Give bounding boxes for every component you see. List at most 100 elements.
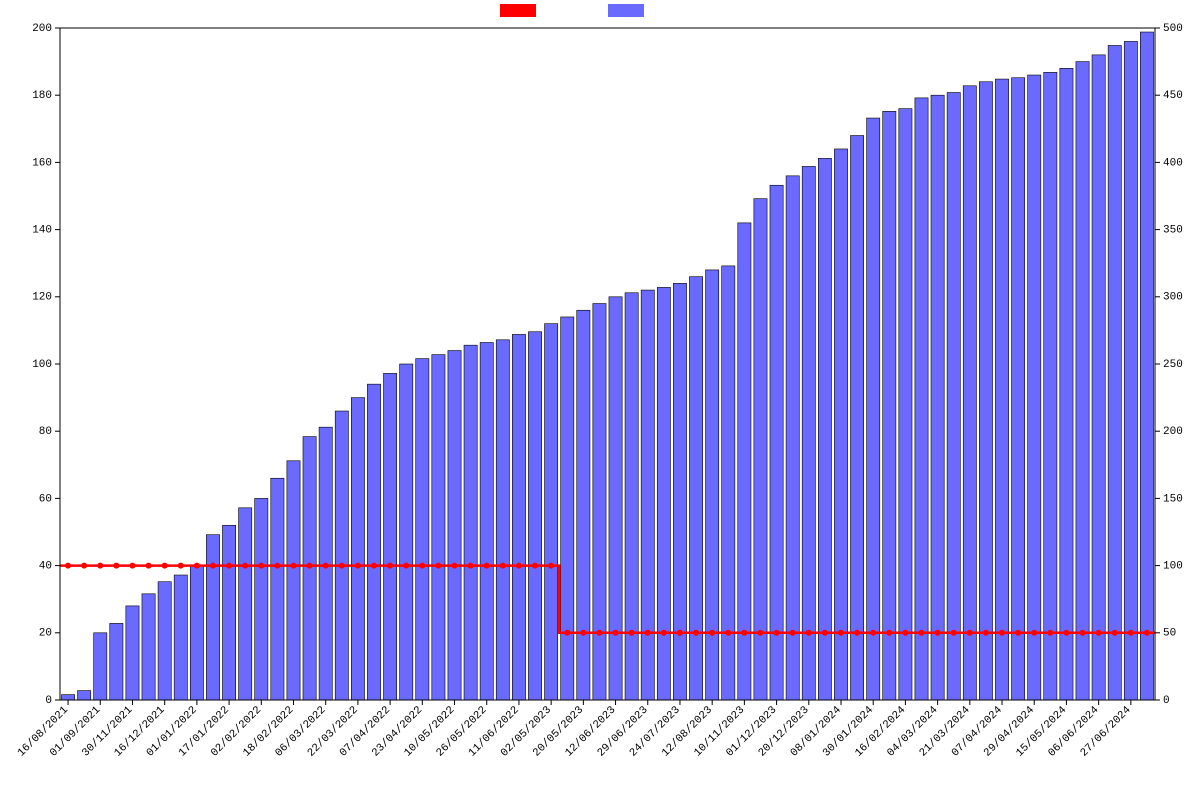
bar: [1012, 78, 1025, 700]
bar: [657, 287, 670, 700]
y-right-tick-label: 50: [1163, 628, 1176, 640]
y-right-tick-label: 100: [1163, 561, 1183, 573]
line-marker: [967, 630, 973, 636]
bar: [142, 594, 155, 700]
line-marker: [339, 563, 345, 569]
bar: [625, 293, 638, 700]
y-right-tick-label: 500: [1163, 23, 1183, 35]
line-marker: [113, 563, 119, 569]
bar: [947, 93, 960, 700]
bar: [1140, 32, 1153, 700]
line-marker: [1063, 630, 1069, 636]
y-right-tick-label: 250: [1163, 359, 1183, 371]
line-marker: [274, 563, 280, 569]
bar: [867, 118, 880, 700]
y-left-tick-label: 180: [32, 90, 52, 102]
line-marker: [484, 563, 490, 569]
y-left-tick-label: 120: [32, 292, 52, 304]
line-marker: [81, 563, 87, 569]
line-marker: [290, 563, 296, 569]
y-left-tick-label: 200: [32, 23, 52, 35]
y-right-tick-label: 300: [1163, 292, 1183, 304]
bar: [206, 535, 219, 700]
line-marker: [822, 630, 828, 636]
bar: [561, 317, 574, 700]
line-marker: [516, 563, 522, 569]
bar: [786, 176, 799, 700]
bar: [915, 98, 928, 700]
line-marker: [709, 630, 715, 636]
line-marker: [790, 630, 796, 636]
line-marker: [757, 630, 763, 636]
line-marker: [146, 563, 152, 569]
combo-chart: 0204060801001201401601802000501001502002…: [0, 0, 1200, 800]
bar: [222, 525, 235, 700]
bar: [673, 283, 686, 700]
line-marker: [919, 630, 925, 636]
bar: [158, 582, 171, 700]
line-marker: [65, 563, 71, 569]
bar: [432, 355, 445, 700]
bar: [593, 304, 606, 700]
line-marker: [226, 563, 232, 569]
line-marker: [210, 563, 216, 569]
bar: [464, 345, 477, 700]
line-marker: [178, 563, 184, 569]
bar: [78, 691, 91, 700]
y-right-tick-label: 400: [1163, 157, 1183, 169]
line-marker: [693, 630, 699, 636]
line-marker: [435, 563, 441, 569]
line-marker: [355, 563, 361, 569]
bar: [255, 498, 268, 700]
line-marker: [1015, 630, 1021, 636]
line-marker: [741, 630, 747, 636]
line-marker: [323, 563, 329, 569]
line-marker: [983, 630, 989, 636]
y-left-tick-label: 20: [39, 628, 52, 640]
line-marker: [838, 630, 844, 636]
line-marker: [371, 563, 377, 569]
y-left-tick-label: 140: [32, 225, 52, 237]
line-marker: [661, 630, 667, 636]
line-marker: [129, 563, 135, 569]
line-marker: [564, 630, 570, 636]
bar: [802, 166, 815, 700]
line-marker: [1096, 630, 1102, 636]
line-marker: [532, 563, 538, 569]
bar: [738, 223, 751, 700]
line-marker: [951, 630, 957, 636]
bar: [126, 606, 139, 700]
bar: [641, 290, 654, 700]
line-marker: [774, 630, 780, 636]
legend-swatch: [608, 4, 644, 17]
line-marker: [500, 563, 506, 569]
bar: [351, 398, 364, 700]
bar: [931, 95, 944, 700]
bar: [496, 340, 509, 700]
bar: [512, 334, 525, 700]
line-marker: [613, 630, 619, 636]
bar: [174, 575, 187, 700]
bar: [689, 277, 702, 700]
bar: [1028, 75, 1041, 700]
line-marker: [1144, 630, 1150, 636]
y-right-tick-label: 0: [1163, 695, 1170, 707]
line-marker: [677, 630, 683, 636]
line-marker: [580, 630, 586, 636]
bar: [577, 310, 590, 700]
line-marker: [886, 630, 892, 636]
bar: [899, 109, 912, 700]
line-marker: [387, 563, 393, 569]
line-marker: [645, 630, 651, 636]
line-marker: [935, 630, 941, 636]
bar: [834, 149, 847, 700]
bar: [239, 508, 252, 700]
bar: [367, 384, 380, 700]
line-marker: [596, 630, 602, 636]
line-marker: [854, 630, 860, 636]
bar: [287, 461, 300, 700]
bar: [963, 86, 976, 700]
line-marker: [1112, 630, 1118, 636]
bar: [271, 478, 284, 700]
line-marker: [468, 563, 474, 569]
